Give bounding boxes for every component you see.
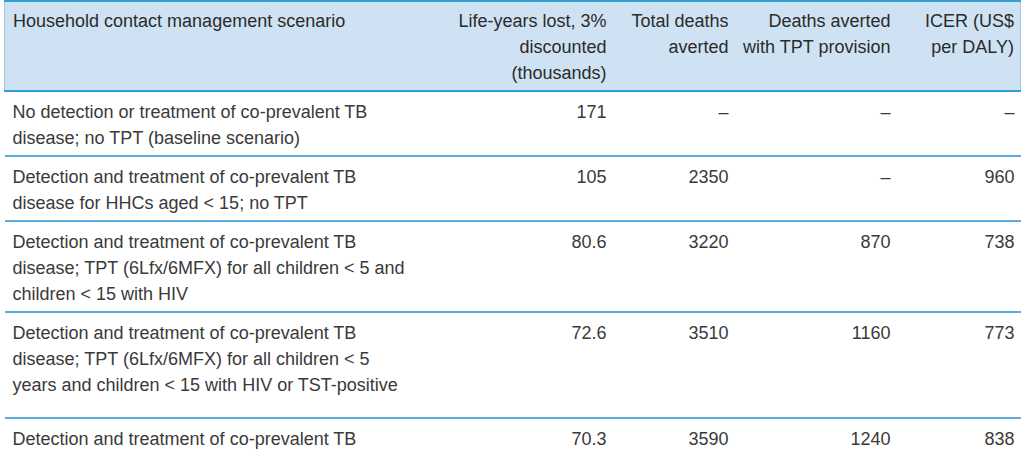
header-row: Household contact management scenario Li… bbox=[5, 1, 1021, 91]
icer-cell: 960 bbox=[897, 156, 1021, 221]
table-body: No detection or treatment of co-prevalen… bbox=[5, 91, 1021, 455]
scenario-cell: Detection and treatment of co-prevalent … bbox=[5, 221, 420, 312]
table-row: No detection or treatment of co-prevalen… bbox=[5, 91, 1021, 156]
scenario-cell: No detection or treatment of co-prevalen… bbox=[5, 91, 420, 156]
icer-cell: – bbox=[897, 91, 1021, 156]
table-row: Detection and treatment of co-prevalent … bbox=[5, 418, 1021, 455]
deaths-averted-tpt-cell: 1240 bbox=[735, 418, 897, 455]
icer-cell: 838 bbox=[897, 418, 1021, 455]
scenario-cell: Detection and treatment of co-prevalent … bbox=[5, 312, 420, 418]
life-years-lost-cell: 105 bbox=[420, 156, 613, 221]
deaths-averted-tpt-cell: – bbox=[735, 91, 897, 156]
icer-cell: 738 bbox=[897, 221, 1021, 312]
life-years-lost-cell: 171 bbox=[420, 91, 613, 156]
results-table-container: Household contact management scenario Li… bbox=[0, 0, 1024, 455]
table-row: Detection and treatment of co-prevalent … bbox=[5, 312, 1021, 418]
scenario-results-table: Household contact management scenario Li… bbox=[4, 0, 1021, 455]
icer-cell: 773 bbox=[897, 312, 1021, 418]
life-years-lost-cell: 70.3 bbox=[420, 418, 613, 455]
total-deaths-averted-cell: 3510 bbox=[613, 312, 735, 418]
column-header-total-deaths-averted: Total deaths averted bbox=[613, 1, 735, 91]
column-header-deaths-averted-tpt: Deaths averted with TPT provision bbox=[735, 1, 897, 91]
life-years-lost-cell: 80.6 bbox=[420, 221, 613, 312]
table-row: Detection and treatment of co-prevalent … bbox=[5, 156, 1021, 221]
column-header-life-years-lost: Life-years lost, 3% discounted (thousand… bbox=[420, 1, 613, 91]
total-deaths-averted-cell: 3590 bbox=[613, 418, 735, 455]
total-deaths-averted-cell: 3220 bbox=[613, 221, 735, 312]
deaths-averted-tpt-cell: 870 bbox=[735, 221, 897, 312]
deaths-averted-tpt-cell: – bbox=[735, 156, 897, 221]
column-header-icer: ICER (US$ per DALY) bbox=[897, 1, 1021, 91]
table-header: Household contact management scenario Li… bbox=[5, 1, 1021, 91]
scenario-cell: Detection and treatment of co-prevalent … bbox=[5, 418, 420, 455]
total-deaths-averted-cell: – bbox=[613, 91, 735, 156]
deaths-averted-tpt-cell: 1160 bbox=[735, 312, 897, 418]
column-header-scenario: Household contact management scenario bbox=[5, 1, 420, 91]
table-row: Detection and treatment of co-prevalent … bbox=[5, 221, 1021, 312]
total-deaths-averted-cell: 2350 bbox=[613, 156, 735, 221]
scenario-cell: Detection and treatment of co-prevalent … bbox=[5, 156, 420, 221]
life-years-lost-cell: 72.6 bbox=[420, 312, 613, 418]
